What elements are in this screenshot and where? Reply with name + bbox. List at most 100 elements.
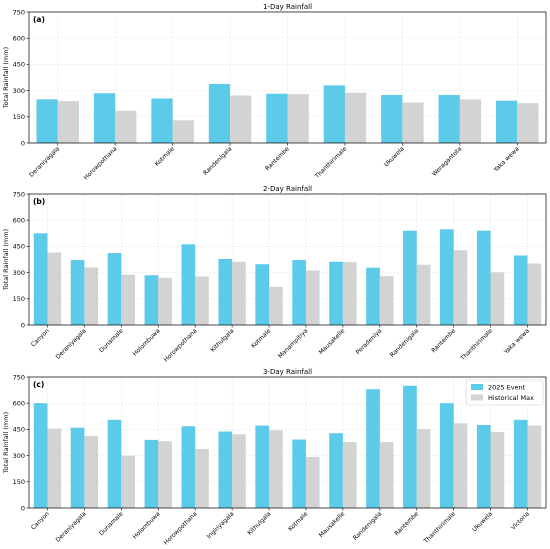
bar-2025-event	[476, 230, 491, 325]
bar-historical-max	[490, 272, 505, 325]
bar-historical-max	[269, 286, 283, 325]
legend-label: 2025 Event	[488, 384, 526, 392]
bar-2025-event	[181, 426, 196, 508]
x-tick-label: Mausakelle	[318, 510, 347, 539]
x-tick-label: Kotmale	[154, 145, 177, 168]
bar-historical-max	[172, 120, 194, 143]
bar-2025-event	[438, 94, 460, 143]
bar-2025-event	[33, 403, 48, 508]
y-tick-label: 600	[13, 400, 25, 408]
x-tick-label: Mausakelle	[318, 327, 347, 356]
y-tick-label: 150	[13, 113, 25, 121]
y-tick-label: 300	[13, 87, 25, 95]
bar-historical-max	[416, 429, 431, 508]
x-tick-label: Kithulgala	[246, 510, 272, 536]
bar-historical-max	[57, 101, 79, 143]
bar-2025-event	[476, 425, 491, 508]
y-tick-label: 450	[13, 426, 25, 434]
x-tick-label: Horowpothana	[163, 327, 199, 363]
y-tick-label: 450	[13, 243, 25, 251]
x-tick-label: Rantembe	[430, 327, 457, 354]
bar-historical-max	[232, 434, 246, 508]
x-tick-label: Randenigala	[202, 145, 234, 177]
legend-box	[465, 379, 544, 406]
y-tick-label: 750	[13, 8, 25, 16]
bar-historical-max	[459, 99, 482, 143]
y-tick-label: 0	[21, 504, 25, 512]
bar-historical-max	[344, 92, 367, 143]
bar-historical-max	[232, 261, 246, 325]
bar-2025-event	[292, 439, 306, 508]
bar-2025-event	[440, 229, 454, 325]
y-axis-label: Total Rainfall (mm)	[2, 412, 10, 474]
bar-historical-max	[527, 425, 542, 508]
x-tick-label: Deraniyagala	[55, 327, 88, 360]
bar-historical-max	[121, 455, 135, 508]
chart-title: 1-Day Rainfall	[263, 3, 312, 11]
bar-2025-event	[107, 253, 122, 325]
y-tick-label: 300	[13, 452, 25, 460]
y-axis-label: Total Rainfall (mm)	[2, 229, 10, 291]
bar-2025-event	[496, 100, 518, 143]
bar-2025-event	[513, 255, 528, 325]
bar-historical-max	[47, 428, 62, 508]
x-tick-label: Kotmale	[250, 327, 273, 350]
x-tick-label: Victoria	[510, 510, 531, 531]
plot-frame	[28, 376, 547, 509]
plot-frame	[28, 193, 547, 326]
bar-historical-max	[342, 441, 357, 508]
y-tick-label: 750	[13, 190, 25, 198]
bar-2025-event	[144, 439, 159, 508]
bar-2025-event	[403, 385, 417, 508]
x-tick-label: Ukuwela	[471, 510, 494, 533]
x-tick-label: Canyon	[30, 327, 51, 348]
bar-2025-event	[440, 403, 454, 508]
x-tick-label: Horowpothana	[83, 145, 119, 181]
bar-2025-event	[70, 260, 85, 325]
bar-historical-max	[453, 250, 468, 325]
bar-2025-event	[218, 258, 233, 325]
bar-historical-max	[158, 441, 172, 508]
x-tick-label: Holombuwa	[132, 327, 162, 357]
y-tick-label: 0	[21, 321, 25, 329]
bar-2025-event	[93, 93, 116, 143]
bar-historical-max	[287, 94, 309, 143]
y-tick-label: 600	[13, 217, 25, 225]
bar-historical-max	[305, 270, 320, 325]
bar-2025-event	[181, 244, 196, 325]
x-tick-label: Randenigala	[389, 327, 421, 359]
bar-2025-event	[513, 419, 528, 508]
x-tick-label: Manampitiya	[277, 327, 310, 360]
bar-historical-max	[84, 436, 99, 508]
y-tick-label: 0	[21, 139, 25, 147]
y-tick-label: 750	[13, 373, 25, 381]
bar-historical-max	[269, 430, 283, 508]
x-tick-label: Deraniyagala	[28, 145, 61, 178]
bar-historical-max	[527, 263, 542, 325]
bar-2025-event	[144, 275, 159, 325]
legend-label: Historical Max	[488, 394, 534, 402]
bar-historical-max	[379, 441, 394, 508]
bar-2025-event	[403, 230, 417, 325]
bar-2025-event	[366, 389, 380, 508]
chart-title: 2-Day Rainfall	[263, 185, 312, 193]
panel-label: (c)	[33, 380, 44, 389]
panel-label: (a)	[33, 15, 45, 24]
bar-historical-max	[416, 264, 431, 325]
x-tick-label: Canyon	[30, 510, 51, 531]
x-tick-label: Thanthirimale	[422, 510, 457, 545]
x-tick-label: Randenigala	[352, 510, 384, 542]
x-tick-label: Rantembe	[264, 145, 291, 172]
chart-panel-3: 3-Day Rainfall 0 150 300 450 600 750 Total Rain…	[2, 368, 547, 546]
bar-historical-max	[47, 252, 62, 325]
bar-2025-event	[36, 99, 58, 143]
bar-2025-event	[208, 83, 231, 143]
x-tick-label: Dunamale	[98, 510, 125, 537]
x-tick-label: Thanthirimale	[459, 327, 494, 362]
x-tick-label: Kotmale	[287, 510, 310, 533]
panel-label: (b)	[33, 197, 45, 206]
y-tick-label: 300	[13, 269, 25, 277]
x-tick-label: Thanthirimale	[313, 145, 348, 180]
bar-historical-max	[195, 276, 209, 325]
